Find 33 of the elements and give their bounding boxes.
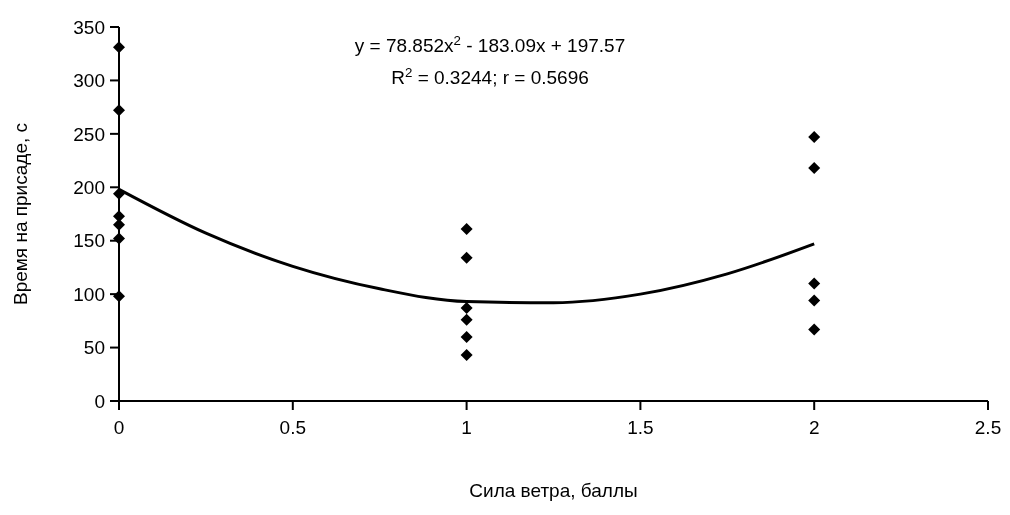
y-tick-label: 100: [73, 283, 105, 305]
y-tick-label: 0: [94, 390, 105, 412]
x-tick-label: 2: [808, 417, 820, 438]
point: [808, 162, 821, 175]
point: [808, 131, 821, 144]
point: [460, 222, 473, 235]
y-tick-label: 150: [73, 230, 105, 252]
point: [808, 323, 821, 336]
point: [460, 302, 473, 315]
point: [460, 251, 473, 264]
x-axis-title: Сила ветра, баллы: [469, 480, 638, 501]
x-tick-label: 1: [461, 417, 472, 438]
point: [808, 294, 821, 307]
y-tick-label: 200: [73, 176, 105, 198]
point: [460, 349, 473, 362]
annotation: y = 78.852x$^{2}$ - 183.09x + 197.57: [354, 32, 626, 56]
y-tick-label: 300: [73, 70, 105, 92]
y-tick-label: 250: [73, 123, 105, 145]
point: [113, 41, 125, 54]
point: [460, 330, 473, 343]
point: [113, 232, 125, 245]
y-tick-label: 350: [73, 16, 105, 38]
point: [460, 313, 473, 326]
x-tick-label: 2.5: [974, 417, 1002, 438]
annotation: R$^{2}$ = 0.3244; r = 0.5696: [391, 64, 589, 88]
x-tick-label: 0.5: [279, 417, 307, 438]
x-tick-label: 1.5: [627, 417, 654, 438]
point: [113, 104, 125, 117]
y-axis-title: Время на присаде, с: [10, 122, 31, 306]
point: [808, 277, 821, 290]
point: [113, 290, 125, 303]
x-tick-label: 0: [113, 417, 125, 438]
y-tick-label: 50: [83, 337, 105, 359]
